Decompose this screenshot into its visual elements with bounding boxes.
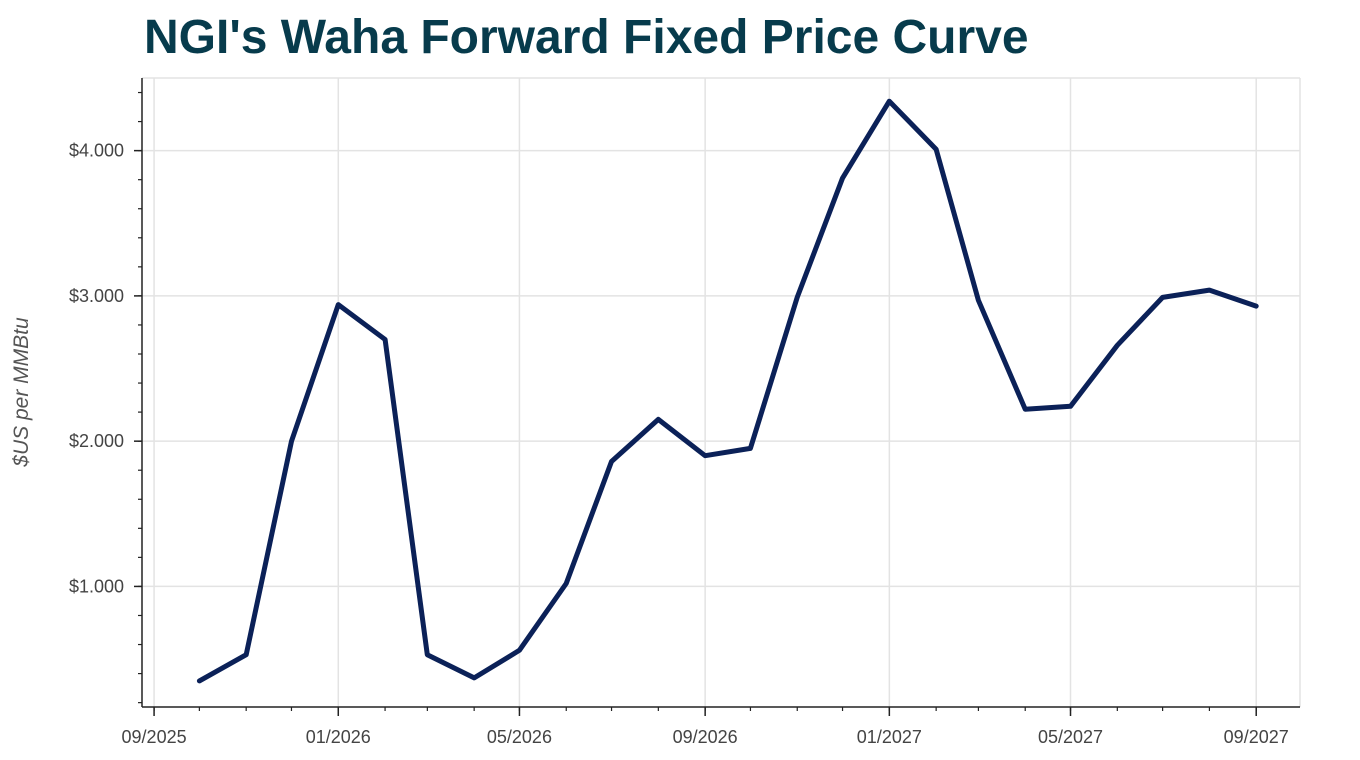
series-line — [196, 98, 1259, 684]
x-tick-label: 05/2026 — [487, 727, 552, 747]
axes — [134, 78, 1300, 716]
y-tick-label: $2.000 — [69, 431, 124, 451]
x-tick-label: 09/2026 — [673, 727, 738, 747]
x-tick-label: 09/2025 — [122, 727, 187, 747]
y-tick-label: $4.000 — [69, 141, 124, 161]
y-tick-label: $3.000 — [69, 286, 124, 306]
y-tick-label: $1.000 — [69, 576, 124, 596]
x-tick-label: 01/2026 — [306, 727, 371, 747]
grid-lines — [142, 77, 1301, 707]
series — [196, 98, 1259, 684]
x-tick-label: 09/2027 — [1224, 727, 1289, 747]
x-tick-label: 05/2027 — [1038, 727, 1103, 747]
x-tick-label: 01/2027 — [857, 727, 922, 747]
tick-labels: 09/2025 01/2026 05/2026 09/2026 01/2027 05/20… — [69, 141, 1289, 747]
chart-title: NGI's Waha Forward Fixed Price Curve — [144, 11, 1029, 64]
